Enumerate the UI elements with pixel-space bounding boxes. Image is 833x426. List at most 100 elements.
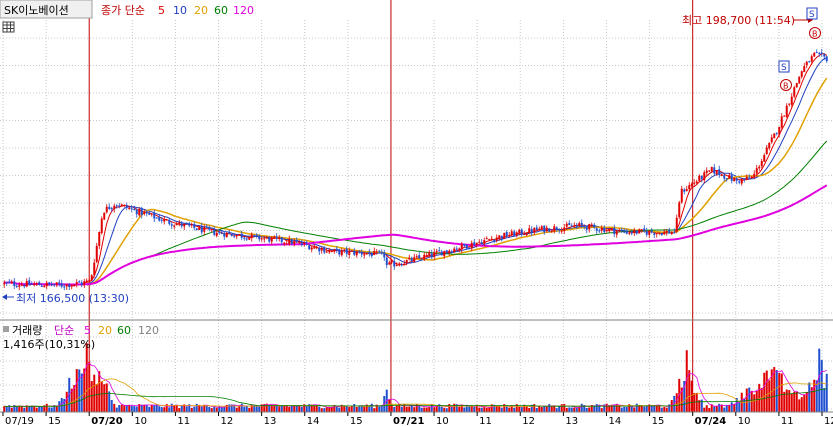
volume-bar [365, 404, 368, 412]
volume-bar [560, 404, 563, 412]
candle-body [193, 224, 196, 228]
candle-body [243, 237, 246, 239]
candle-body [773, 133, 776, 139]
candle-body [50, 284, 53, 286]
candle-body [645, 231, 648, 235]
candle-body [308, 245, 311, 250]
volume-bar [803, 394, 806, 412]
volume-bar [88, 361, 91, 412]
volume-bar [565, 407, 568, 412]
candle-body [615, 231, 618, 235]
symbol-box[interactable] [0, 0, 93, 19]
volume-bar [730, 402, 733, 412]
candle-body [705, 170, 708, 173]
candle-body [338, 249, 341, 255]
candle-body [538, 228, 541, 230]
candle-body [125, 205, 128, 208]
volume-bar [795, 391, 798, 412]
volume-bar [5, 406, 8, 412]
candle-body [548, 228, 551, 232]
volume-bar [80, 373, 83, 412]
candle-body [535, 227, 538, 231]
candle-body [500, 235, 503, 239]
volume-bar [483, 407, 486, 412]
volume-bar [230, 404, 233, 412]
volume-bar [148, 406, 151, 412]
sell-signal-icon: S [806, 7, 818, 20]
volume-ma-line [4, 378, 827, 407]
candle-body [418, 255, 421, 258]
candle-body [258, 235, 261, 240]
volume-bar [100, 381, 103, 412]
volume-bar [315, 404, 318, 412]
candle-body [710, 166, 713, 172]
candle-body [520, 229, 523, 235]
candle-body [310, 247, 313, 250]
volume-bar [168, 407, 171, 412]
volume-bar [188, 404, 191, 412]
candle-body [5, 282, 8, 284]
volume-bar [735, 398, 738, 412]
candle-body [553, 226, 556, 232]
candle-body [45, 282, 48, 287]
candle-body [593, 224, 596, 228]
candle-body [458, 248, 461, 251]
candle-body [788, 103, 791, 105]
volume-bar [35, 407, 38, 412]
volume-bar [233, 404, 236, 412]
volume-bar [710, 404, 713, 412]
volume-bar [513, 407, 516, 412]
volume-bar [463, 407, 466, 412]
candle-body [360, 252, 363, 255]
candle-body [488, 238, 491, 240]
volume-bar [265, 403, 268, 412]
volume-bar [205, 406, 208, 412]
candle-body [160, 219, 163, 221]
volume-bar [680, 387, 683, 412]
volume-bar [488, 407, 491, 412]
volume-bar [75, 369, 78, 412]
volume-bar [673, 395, 676, 412]
candle-body [613, 228, 616, 234]
volume-bar [543, 405, 546, 412]
volume-bar [275, 405, 278, 412]
volume-bar [500, 407, 503, 412]
table-icon[interactable] [2, 21, 15, 33]
x-tick-label: 14 [307, 416, 320, 426]
candle-body [683, 189, 686, 192]
volume-bar [340, 404, 343, 412]
volume-bar [590, 405, 593, 412]
candle-body [820, 52, 823, 54]
volume-bar [250, 405, 253, 412]
volume-bar [818, 348, 821, 412]
volume-bar [808, 382, 811, 412]
x-tick-label: 15 [652, 416, 665, 426]
candle-body [665, 231, 668, 233]
candle-body [715, 170, 718, 174]
candle-body [588, 223, 591, 230]
candle-body [475, 242, 478, 246]
candle-body [205, 226, 208, 228]
candle-body [675, 217, 678, 232]
volume-bar [545, 406, 548, 412]
candle-body [415, 256, 418, 258]
candle-body [355, 251, 358, 256]
volume-bar [108, 391, 111, 412]
volume-bar [420, 407, 423, 412]
volume-bar [658, 405, 661, 412]
volume-bar [58, 401, 61, 412]
candle-body [13, 281, 16, 286]
candle-body [578, 223, 581, 226]
volume-bar [378, 406, 381, 412]
candle-body [643, 228, 646, 232]
candle-body [510, 231, 513, 236]
candle-body [595, 228, 598, 231]
candle-body [88, 279, 91, 281]
candle-body [505, 232, 508, 237]
candle-body [635, 230, 638, 234]
volume-bar [158, 406, 161, 412]
candle-body [270, 237, 273, 242]
candle-body [190, 224, 193, 226]
volume-bar [373, 408, 376, 412]
volume-bar [448, 403, 451, 412]
